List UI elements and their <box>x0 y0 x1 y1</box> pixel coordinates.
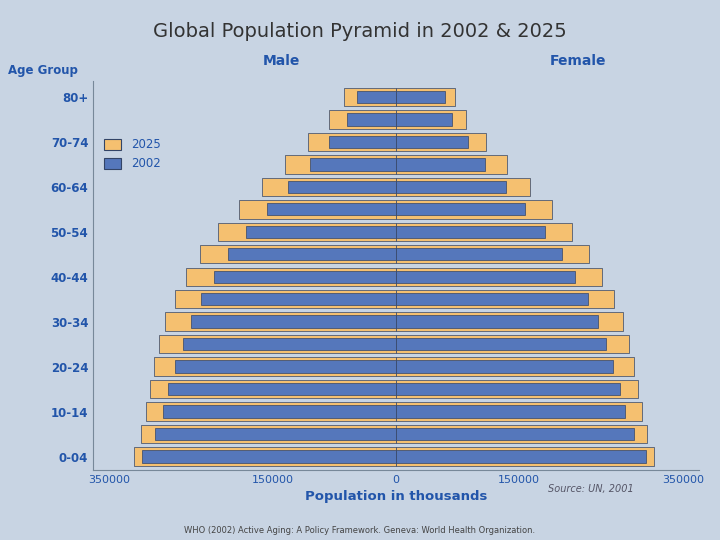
Bar <box>155 428 396 440</box>
Text: WHO (2002) Active Aging: A Policy Framework. Geneva: World Health Organization.: WHO (2002) Active Aging: A Policy Framew… <box>184 525 536 535</box>
Bar <box>396 383 620 395</box>
Bar <box>396 267 603 286</box>
Bar <box>396 360 613 373</box>
Bar <box>396 155 508 173</box>
Bar <box>396 158 485 171</box>
Bar <box>396 450 646 463</box>
Text: Female: Female <box>549 54 606 68</box>
Bar <box>396 110 466 129</box>
Bar <box>396 402 642 421</box>
Bar <box>307 133 396 151</box>
Bar <box>150 380 396 399</box>
Bar <box>140 425 396 443</box>
Bar <box>284 155 396 173</box>
Bar <box>396 226 545 238</box>
Bar <box>239 200 396 219</box>
Bar <box>199 245 396 264</box>
Bar <box>396 406 626 418</box>
Bar <box>396 203 526 215</box>
Bar <box>396 178 530 196</box>
Bar <box>396 113 451 126</box>
Bar <box>228 248 396 260</box>
Bar <box>396 290 614 308</box>
Text: Source: UN, 2001: Source: UN, 2001 <box>548 484 634 494</box>
Bar <box>343 87 396 106</box>
Bar <box>396 293 588 306</box>
Bar <box>262 178 396 196</box>
Bar <box>396 447 654 465</box>
Bar <box>357 91 396 103</box>
Bar <box>396 338 606 350</box>
Bar <box>175 360 396 373</box>
Bar <box>217 222 396 241</box>
Text: Age Group: Age Group <box>9 64 78 77</box>
Bar <box>396 425 647 443</box>
Bar <box>246 226 396 238</box>
Bar <box>310 158 396 171</box>
Legend: 2025, 2002: 2025, 2002 <box>99 134 166 175</box>
X-axis label: Population in thousands: Population in thousands <box>305 490 487 503</box>
Bar <box>396 380 638 399</box>
Bar <box>183 338 396 350</box>
Bar <box>288 181 396 193</box>
Text: Male: Male <box>262 54 300 68</box>
Bar <box>168 383 396 395</box>
Text: Global Population Pyramid in 2002 & 2025: Global Population Pyramid in 2002 & 2025 <box>153 22 567 40</box>
Bar <box>396 245 590 264</box>
Bar <box>134 447 396 465</box>
Bar <box>165 313 396 331</box>
Bar <box>396 91 445 103</box>
Bar <box>201 293 396 306</box>
Bar <box>396 200 552 219</box>
Bar <box>146 402 396 421</box>
Bar <box>396 313 623 331</box>
Bar <box>153 357 396 376</box>
Bar <box>396 133 486 151</box>
Bar <box>396 136 468 148</box>
Bar <box>186 267 396 286</box>
Bar <box>396 357 634 376</box>
Bar <box>175 290 396 308</box>
Bar <box>396 87 455 106</box>
Bar <box>329 136 396 148</box>
Bar <box>215 271 396 283</box>
Bar <box>266 203 396 215</box>
Bar <box>396 271 575 283</box>
Bar <box>396 335 629 353</box>
Bar <box>329 110 396 129</box>
Bar <box>396 248 562 260</box>
Bar <box>163 406 396 418</box>
Bar <box>158 335 396 353</box>
Bar <box>396 315 598 328</box>
Bar <box>396 428 634 440</box>
Bar <box>396 181 506 193</box>
Bar <box>143 450 396 463</box>
Bar <box>192 315 396 328</box>
Bar <box>347 113 396 126</box>
Bar <box>396 222 572 241</box>
